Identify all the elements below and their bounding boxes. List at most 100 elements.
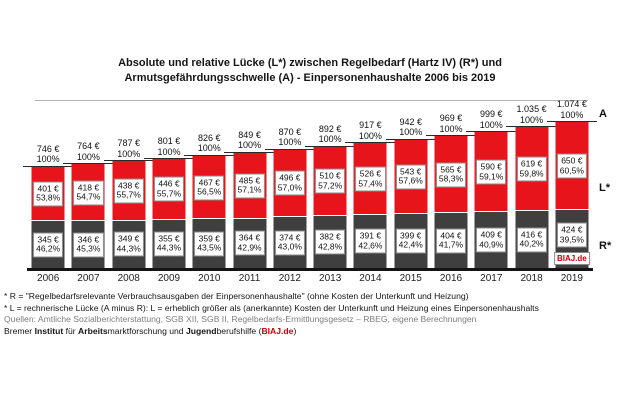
luecke-pct-value: 57,4% [358,178,383,189]
total-label: 787 €100% [103,138,155,159]
year-label: 2007 [77,273,100,284]
luecke-eur-value: 446 € [158,178,180,189]
regelbedarf-value-box: 346 €45,3% [73,232,104,257]
year-label: 2008 [117,273,140,284]
total-label: 826 €100% [183,133,235,154]
total-eur-value: 849 € [238,129,261,140]
luecke-eur-value: 565 € [440,164,462,175]
regelbedarf-value-box: 409 €40,9% [476,227,507,253]
regelbedarf-eur-value: 374 € [279,232,301,243]
luecke-pct-value: 53,8% [36,192,61,203]
luecke-eur-value: 650 € [561,155,583,166]
total-pct-value: 100% [520,114,544,125]
luecke-pct-value: 58,3% [438,173,464,184]
bar-top-tick [143,158,195,160]
regelbedarf-value-box: 374 €43,0% [274,230,305,256]
bar-column-2010: 826 €100% 467 €56,5% 359 €43,5% 2010 [184,0,235,284]
total-pct-value: 100% [197,143,221,154]
luecke-eur-value: 619 € [520,158,543,169]
regelbedarf-value-box: 345 €46,2% [33,232,64,258]
total-eur-value: 826 € [198,132,221,143]
total-pct-value: 100% [117,148,141,159]
total-eur-value: 870 € [278,126,302,137]
luecke-eur-value: 543 € [400,166,422,177]
luecke-pct-value: 60,5% [559,165,584,176]
total-pct-value: 100% [278,137,302,148]
bar-column-2013: 892 €100% 510 €57,2% 382 €42,8% 2013 [305,0,356,284]
total-pct-value: 100% [439,123,463,134]
regelbedarf-pct-value: 41,7% [438,239,464,250]
luecke-value-box: 543 €57,6% [395,164,426,190]
bar-column-2019: 1.074 €100% 650 €60,5% 424 €39,5% BIAJ.de 20… [546,0,597,284]
year-label: 2018 [520,273,543,284]
source-line: Bremer Institut für Arbeitsmarktforschun… [4,325,297,336]
bar-top-tick [184,154,235,156]
luecke-value-box: 438 €55,7% [113,178,144,204]
chart-title-line1: Absolute und relative Lücke (L*) zwische… [118,57,502,69]
luecke-eur-value: 590 € [480,161,502,172]
luecke-eur-value: 496 € [279,172,301,183]
bar-top-tick [385,138,436,140]
regelbedarf-pct-value: 45,3% [76,243,101,254]
luecke-pct-value: 57,0% [277,182,302,193]
total-eur-value: 764 € [77,141,100,152]
luecke-eur-value: 401 € [37,183,59,194]
bar-column-2008: 787 €100% 438 €55,7% 349 €44,3% 2008 [103,0,154,284]
regelbedarf-eur-value: 345 € [37,234,59,245]
chart-title-line2: Armutsgefährdungsschwelle (A) - Einperso… [124,72,496,84]
luecke-value-box: 496 €57,0% [274,170,305,196]
regelbedarf-eur-value: 391 € [359,230,382,241]
total-eur-value: 801 € [157,136,181,147]
luecke-pct-value: 55,7% [156,188,182,199]
year-label: 2016 [439,273,463,284]
regelbedarf-pct-value: 42,4% [398,239,423,250]
total-label: 764 €100% [62,141,114,162]
total-label: 1.035 €100% [505,104,557,125]
luecke-pct-value: 57,1% [237,184,262,195]
luecke-value-box: 418 €54,7% [73,180,104,206]
footnote-sources: Quellen: Amtliche Sozialberichterstattun… [4,314,477,325]
total-eur-value: 999 € [480,109,503,120]
biaj-brand-link: BIAJ.de [261,325,294,336]
bar-column-2007: 764 €100% 418 €54,7% 346 €45,3% 2007 [63,0,114,284]
total-label: 870 €100% [264,127,316,148]
regelbedarf-value-box: 404 €41,7% [435,228,467,253]
luecke-eur-value: 526 € [359,168,382,179]
bar-top-tick [506,126,557,128]
total-label: 917 €100% [344,120,396,141]
regelbedarf-value-box: 399 €42,4% [395,228,426,254]
regelbedarf-pct-value: 40,2% [519,238,544,249]
regelbedarf-pct-value: 44,3% [116,243,141,254]
luecke-pct-value: 57,2% [318,180,343,191]
bar-column-2017: 999 €100% 590 €59,1% 409 €40,9% 2017 [466,0,517,284]
regelbedarf-value-box: 391 €42,6% [355,228,386,254]
luecke-value-box: 401 €53,8% [33,181,64,207]
luecke-value-box: 619 €59,8% [516,156,547,182]
bar-column-2006: 746 €100% 401 €53,8% 345 €46,2% 2006 [23,0,74,284]
right-axis-label-r: R* [599,240,612,252]
bar-column-2009: 801 €100% 446 €55,7% 355 €44,3% 2009 [143,0,195,284]
regelbedarf-value-box: 349 €44,3% [113,231,144,257]
bar-top-tick [264,148,315,150]
total-label: 969 €100% [425,113,477,134]
year-label: 2015 [399,273,422,284]
total-label: 1.074 €100% [546,99,598,120]
total-pct-value: 100% [238,140,262,151]
regelbedarf-eur-value: 404 € [440,230,462,240]
regelbedarf-pct-value: 40,9% [479,239,504,250]
regelbedarf-pct-value: 44,3% [156,242,182,253]
bar-column-2012: 870 €100% 496 €57,0% 374 €43,0% 2012 [264,0,315,284]
year-label: 2019 [560,273,583,284]
regelbedarf-pct-value: 43,5% [197,242,222,253]
year-label: 2009 [157,273,181,284]
luecke-eur-value: 438 € [118,180,140,191]
bar-top-tick [23,165,74,167]
total-label: 942 €100% [385,117,437,138]
bar-top-tick [103,160,154,161]
year-label: 2012 [278,273,301,284]
year-label: 2014 [359,273,382,284]
regelbedarf-eur-value: 355 € [158,233,180,244]
bar-top-tick [425,135,477,137]
total-eur-value: 969 € [439,113,463,124]
regelbedarf-value-box: 364 €42,9% [234,230,265,256]
